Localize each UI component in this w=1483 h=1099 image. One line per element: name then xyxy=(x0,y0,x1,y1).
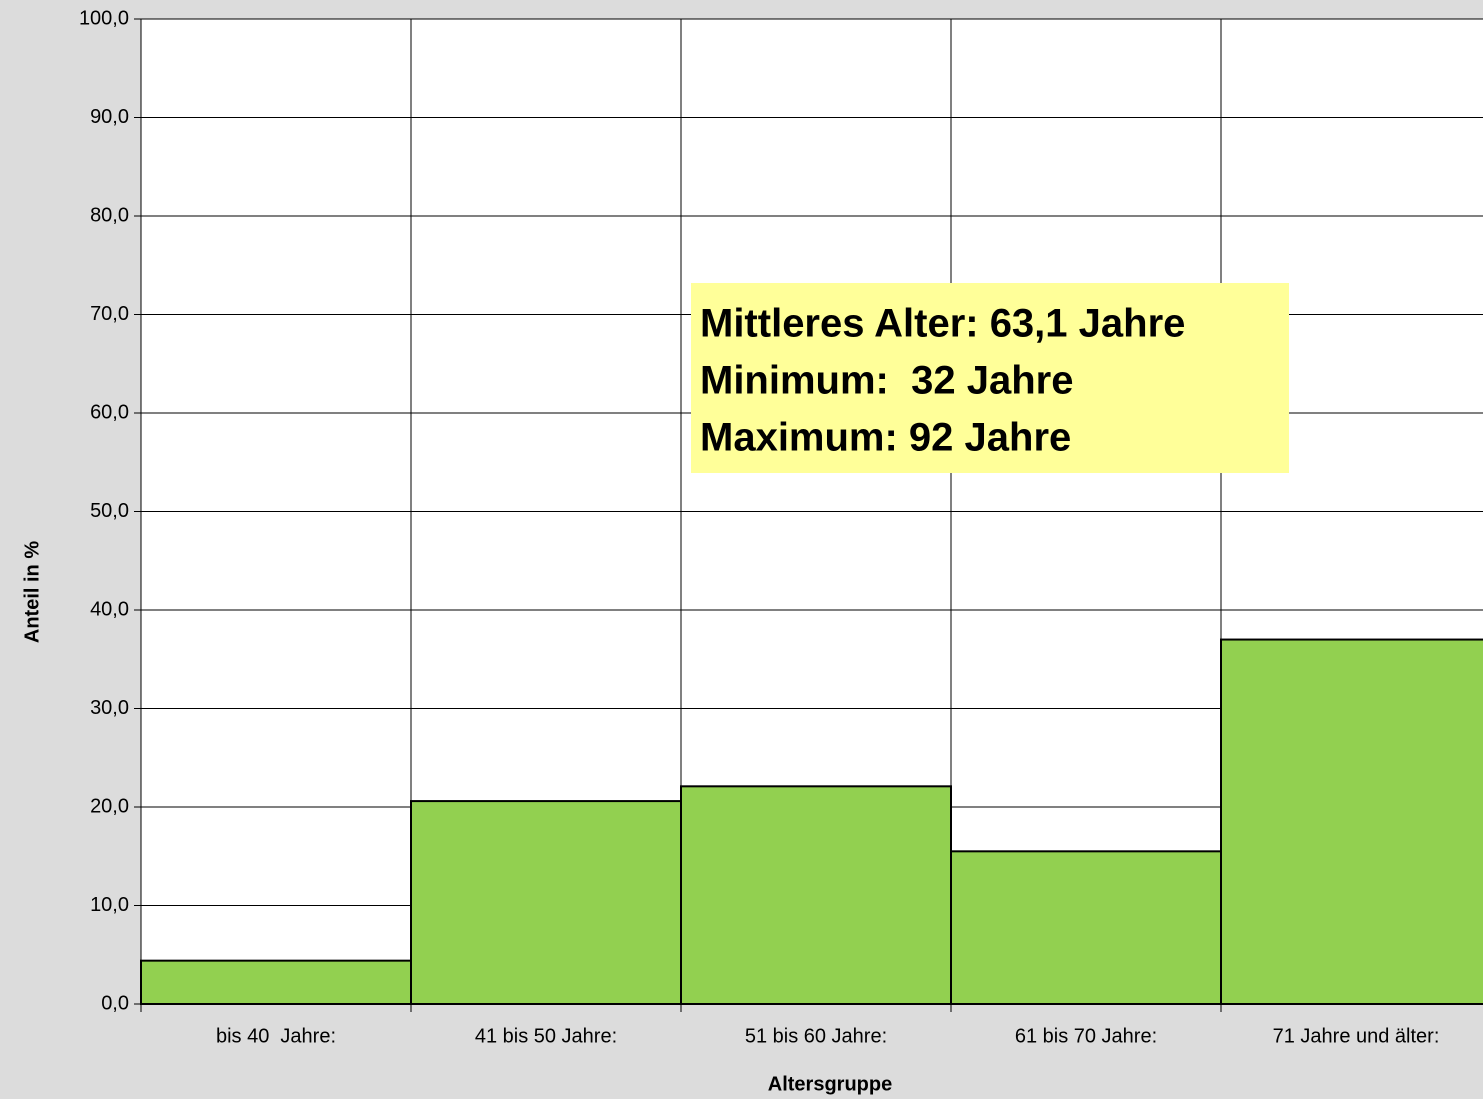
y-tick-label: 60,0 xyxy=(90,401,129,423)
y-tick-label: 40,0 xyxy=(90,598,129,620)
x-tick-label: 51 bis 60 Jahre: xyxy=(745,1025,887,1047)
y-tick-label: 20,0 xyxy=(90,795,129,817)
y-tick-label: 70,0 xyxy=(90,303,129,325)
x-tick-label: 61 bis 70 Jahre: xyxy=(1015,1025,1157,1047)
y-tick-label: 0,0 xyxy=(101,992,129,1014)
annotation-line: Mittleres Alter: 63,1 Jahre xyxy=(700,302,1185,346)
bars xyxy=(140,638,1483,1006)
y-tick-label: 10,0 xyxy=(90,894,129,916)
annotation-box xyxy=(691,283,1289,473)
annotation-line: Minimum: 32 Jahre xyxy=(700,359,1073,403)
bar xyxy=(410,800,682,1006)
bar xyxy=(140,959,412,1005)
y-tick-label: 80,0 xyxy=(90,204,129,226)
y-tick-label: 30,0 xyxy=(90,697,129,719)
y-axis-title: Anteil in % xyxy=(21,541,43,643)
y-tick-label: 90,0 xyxy=(90,106,129,128)
x-tick-label: bis 40 Jahre: xyxy=(216,1025,336,1047)
x-tick-label: 41 bis 50 Jahre: xyxy=(475,1025,617,1047)
y-tick-label: 100,0 xyxy=(79,7,129,29)
annotation-line: Maximum: 92 Jahre xyxy=(700,416,1071,460)
x-tick-label: 71 Jahre und älter: xyxy=(1273,1025,1440,1047)
bar xyxy=(950,850,1222,1006)
annotation: Mittleres Alter: 63,1 Jahre Minimum: 32 J… xyxy=(691,283,1289,473)
bar xyxy=(1220,638,1483,1005)
bar xyxy=(680,785,952,1005)
x-axis-title: Altersgruppe xyxy=(768,1073,892,1095)
labels: 0,0 10,0 20,0 30,0 40,0 50,0 60,0 70,0 80,0 90,0 1… xyxy=(79,7,1439,1047)
y-tick-label: 50,0 xyxy=(90,500,129,522)
